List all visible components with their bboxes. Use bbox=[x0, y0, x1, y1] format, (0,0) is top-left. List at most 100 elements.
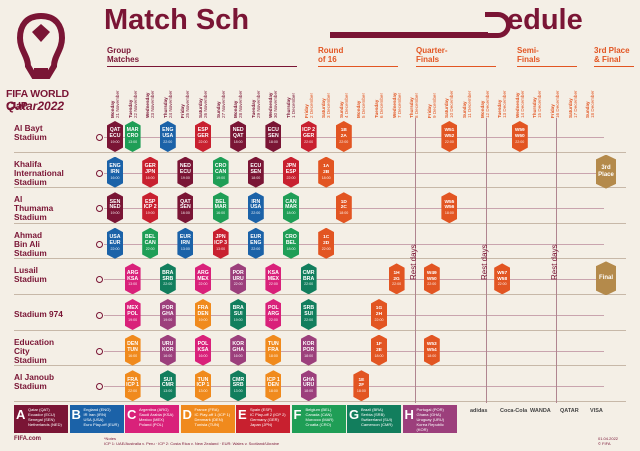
match-hexagon[interactable]: GER JPN 16:00 bbox=[142, 156, 159, 188]
venue-locator-icon bbox=[96, 312, 103, 319]
match-hexagon[interactable]: ECU SEN 18:00 bbox=[265, 121, 282, 152]
match-hexagon[interactable]: SEN NED 19:00 bbox=[107, 192, 123, 224]
match-team-home: CRO bbox=[214, 163, 227, 170]
match-hexagon[interactable]: POR URU 22:00 bbox=[230, 263, 247, 295]
match-team-away: USA bbox=[162, 133, 174, 140]
match-hexagon[interactable]: ICP 1 DEN 18:00 bbox=[265, 370, 282, 402]
match-hexagon[interactable]: QAT SEN 16:00 bbox=[177, 192, 194, 224]
match-hexagon[interactable]: POL KSA 16:00 bbox=[195, 334, 211, 366]
match-hexagon[interactable]: SUI CMR 13:00 bbox=[159, 370, 176, 402]
match-team-away: MEX bbox=[267, 275, 280, 282]
match-team-away: MEX bbox=[197, 275, 209, 282]
day-column-header: Saturday 10 December bbox=[443, 66, 455, 118]
day-column-header: Wednesday 7 December bbox=[391, 66, 403, 118]
match-team-away: ARG bbox=[267, 311, 280, 318]
rest-days-divider bbox=[485, 118, 487, 403]
match-hexagon[interactable]: MAR CRO 13:00 bbox=[124, 121, 141, 152]
group-teams: Portugal (POR) Ghana (GHA) Uruguay (URU)… bbox=[416, 407, 445, 432]
match-hexagon[interactable]: NED QAT 18:00 bbox=[230, 121, 247, 152]
match-hexagon[interactable]: POL ARG 22:00 bbox=[265, 299, 282, 330]
match-hexagon[interactable]: TUN FRA 18:00 bbox=[265, 334, 282, 366]
final-match-hexagon[interactable]: Final bbox=[596, 261, 616, 296]
match-hexagon[interactable]: BEL CAN 22:00 bbox=[142, 227, 159, 259]
match-hexagon[interactable]: DEN TUN 16:00 bbox=[124, 334, 141, 366]
match-hexagon[interactable]: URU KOR 16:00 bbox=[159, 334, 176, 366]
match-team-away: GHA bbox=[162, 311, 174, 318]
knockout-match-hexagon[interactable]: 1D 2C 18:00 bbox=[335, 192, 352, 224]
match-hexagon[interactable]: GHA URU 18:00 bbox=[300, 370, 317, 402]
match-hexagon[interactable]: ENG USA 22:00 bbox=[159, 121, 176, 152]
match-hexagon[interactable]: BRA SUI 19:00 bbox=[230, 299, 247, 330]
match-hexagon[interactable]: QAT ECU 19:00 bbox=[107, 121, 123, 152]
day-label: Tuesday 29 November bbox=[251, 90, 261, 118]
match-hexagon[interactable]: FRA ICP 1 22:00 bbox=[124, 370, 141, 402]
stage-rule bbox=[416, 66, 496, 67]
knockout-match-hexagon[interactable]: 1H 2G 22:00 bbox=[388, 263, 405, 295]
match-hexagon[interactable]: ARG MEX 22:00 bbox=[195, 263, 211, 295]
match-hexagon[interactable]: EUR IRN 13:00 bbox=[177, 227, 194, 259]
match-hexagon[interactable]: KSA MEX 22:00 bbox=[265, 263, 282, 295]
match-hexagon[interactable]: JPN ESP 22:00 bbox=[283, 156, 299, 188]
match-kickoff-time: 22:00 bbox=[251, 211, 261, 216]
knockout-slot-away: 2G bbox=[393, 276, 400, 282]
group-letter: F bbox=[293, 407, 302, 422]
match-hexagon[interactable]: SRB SUI 22:00 bbox=[300, 299, 317, 330]
knockout-slot-away: W50 bbox=[426, 276, 437, 282]
match-hexagon[interactable]: CRO CAN 19:00 bbox=[212, 156, 229, 188]
knockout-match-hexagon[interactable]: W59 W60 22:00 bbox=[511, 121, 528, 152]
match-hexagon[interactable]: CMR BRA 22:00 bbox=[300, 263, 317, 295]
match-hexagon[interactable]: MEX POL 19:00 bbox=[124, 299, 141, 330]
match-hexagon[interactable]: ESP GER 22:00 bbox=[195, 121, 211, 152]
match-hexagon[interactable]: CMR SRB 13:00 bbox=[230, 370, 247, 402]
day-date: 1 December bbox=[291, 92, 296, 118]
page-title-part1: Match Sch bbox=[104, 4, 250, 36]
match-hexagon[interactable]: ENG IRN 16:00 bbox=[107, 156, 123, 188]
match-hexagon[interactable]: ARG KSA 13:00 bbox=[124, 263, 141, 295]
match-kickoff-time: 18:00 bbox=[304, 389, 314, 394]
group-letter: G bbox=[349, 407, 360, 422]
match-hexagon[interactable]: BEL MAR 16:00 bbox=[212, 192, 229, 224]
match-hexagon[interactable]: NED ECU 19:00 bbox=[177, 156, 194, 188]
knockout-match-hexagon[interactable]: W53 W54 18:00 bbox=[423, 334, 440, 366]
knockout-slot-away: W56 bbox=[444, 205, 455, 211]
knockout-slot-away: W54 bbox=[426, 347, 437, 353]
knockout-match-hexagon[interactable]: 1A 2B 18:00 bbox=[318, 156, 335, 188]
match-team-home: POR bbox=[232, 269, 244, 276]
match-hexagon[interactable]: TUN ICP 1 13:00 bbox=[195, 370, 211, 402]
match-team-away: CAN bbox=[214, 168, 227, 175]
match-team-home: JPN bbox=[215, 234, 226, 241]
row-separator bbox=[14, 329, 626, 331]
day-date: 14 December bbox=[519, 90, 525, 118]
match-hexagon[interactable]: POR GHA 19:00 bbox=[159, 299, 176, 330]
match-hexagon[interactable]: CRO BEL 18:00 bbox=[283, 227, 299, 259]
match-kickoff-time: 22:00 bbox=[304, 318, 314, 323]
match-hexagon[interactable]: CAN MAR 18:00 bbox=[283, 192, 299, 224]
match-hexagon[interactable]: ESP ICP 2 19:00 bbox=[142, 192, 159, 224]
knockout-match-hexagon[interactable]: W51 W52 22:00 bbox=[441, 121, 458, 152]
knockout-match-hexagon[interactable]: 1G 2H 22:00 bbox=[371, 299, 387, 330]
match-hexagon[interactable]: JPN ICP 3 13:00 bbox=[212, 227, 229, 259]
knockout-match-hexagon[interactable]: 1C 2D 22:00 bbox=[318, 227, 335, 259]
day-column-header: Sunday 4 December bbox=[338, 66, 350, 118]
knockout-match-hexagon[interactable]: 1E 2F 18:00 bbox=[353, 370, 370, 402]
match-hexagon[interactable]: IRN USA 22:00 bbox=[247, 192, 264, 224]
day-date: 24 November bbox=[167, 90, 173, 118]
match-hexagon[interactable]: ECU SEN 18:00 bbox=[247, 156, 264, 188]
match-hexagon[interactable]: FRA DEN 19:00 bbox=[195, 299, 211, 330]
match-hexagon[interactable]: EUR ENG 22:00 bbox=[247, 227, 264, 259]
match-kickoff-time: 22:00 bbox=[128, 389, 138, 394]
knockout-match-hexagon[interactable]: W57 W58 22:00 bbox=[494, 263, 511, 295]
group-teams: England (ENG) IR Iran (IRN) USA (USA) Eu… bbox=[83, 407, 119, 427]
knockout-match-hexagon[interactable]: 1F 2E 18:00 bbox=[371, 334, 387, 366]
knockout-match-hexagon[interactable]: W55 W56 18:00 bbox=[441, 192, 458, 224]
knockout-match-hexagon[interactable]: 1B 2A 22:00 bbox=[335, 121, 352, 152]
match-team-away: MAR bbox=[285, 204, 297, 211]
match-hexagon[interactable]: BRA SRB 22:00 bbox=[159, 263, 176, 295]
match-hexagon[interactable]: USA EUR 22:00 bbox=[107, 227, 123, 259]
knockout-match-hexagon[interactable]: W49 W50 22:00 bbox=[423, 263, 440, 295]
match-team-away: SRB bbox=[162, 275, 174, 282]
match-hexagon[interactable]: KOR POR 18:00 bbox=[300, 334, 317, 366]
final-match-hexagon[interactable]: 3rd Place bbox=[596, 154, 616, 189]
match-hexagon[interactable]: KOR GHA 16:00 bbox=[230, 334, 247, 366]
match-hexagon[interactable]: ICP 2 GER 22:00 bbox=[300, 121, 317, 152]
